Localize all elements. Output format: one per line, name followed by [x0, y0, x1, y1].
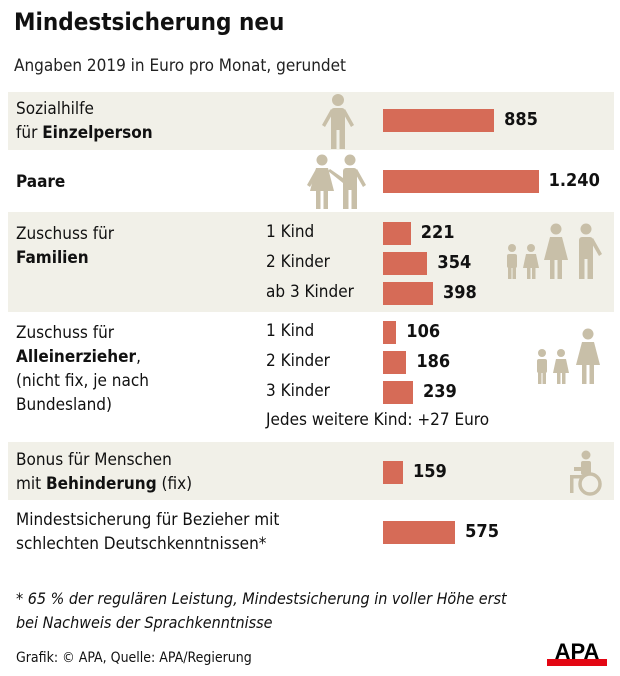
bar: [383, 381, 413, 404]
bar-value-label: 159: [412, 461, 447, 482]
bar-value-label: 239: [422, 381, 457, 402]
band-behinderung: [8, 442, 614, 500]
bar: [383, 461, 403, 484]
category-label: 2 Kinder: [266, 252, 330, 272]
bar-value-label: 398: [442, 282, 477, 303]
category-label: 1 Kind: [266, 321, 315, 341]
couple-icon: [307, 154, 366, 209]
wheelchair-icon: [570, 450, 602, 496]
bar: [383, 282, 433, 305]
source: Grafik: © APA, Quelle: APA/Regierung: [16, 650, 252, 666]
bar: [383, 170, 539, 193]
bar-value-label: 575: [465, 521, 499, 542]
family-icon: [507, 223, 602, 279]
apa-logo: APA: [547, 639, 607, 666]
label-alleinerzieher: Zuschuss für Alleinerzieher, (nicht fix,…: [16, 323, 149, 415]
label-paare: Paare: [16, 172, 66, 192]
alleinerzieher-note: Jedes weitere Kind: +27 Euro: [266, 410, 490, 430]
bar: [383, 222, 411, 245]
bar-value-label: 354: [437, 252, 472, 273]
bar: [383, 351, 407, 374]
label-behinderung: Bonus für Menschen mit Behinderung (fix): [16, 450, 193, 494]
bar-value-label: 186: [416, 351, 451, 372]
single-parent-icon: [537, 328, 600, 384]
bar-value-label: 106: [406, 321, 441, 342]
category-label: 1 Kind: [266, 222, 315, 242]
label-einzelperson: Sozialhilfe für Einzelperson: [16, 99, 153, 143]
category-label: 2 Kinder: [266, 351, 330, 371]
label-deutschkenntnisse: Mindestsicherung für Bezieher mit schlech…: [16, 510, 280, 554]
chart-subtitle: Angaben 2019 in Euro pro Monat, gerundet: [14, 56, 347, 76]
bar: [383, 252, 428, 275]
bar: [383, 321, 397, 344]
category-label: 3 Kinder: [266, 381, 330, 401]
band-einzelperson: [8, 92, 614, 150]
bar-value-label: 221: [420, 222, 455, 243]
bar-value-label: 1.240: [548, 170, 600, 191]
category-label: ab 3 Kinder: [266, 282, 354, 302]
bar-value-label: 885: [504, 109, 538, 130]
label-familien: Zuschuss für Familien: [16, 224, 115, 268]
person-icon: [322, 94, 354, 149]
footnote: * 65 % der regulären Leistung, Mindestsi…: [16, 589, 507, 632]
bar: [383, 521, 456, 544]
bar: [383, 109, 495, 132]
chart-title: Mindestsicherung neu: [14, 8, 285, 36]
